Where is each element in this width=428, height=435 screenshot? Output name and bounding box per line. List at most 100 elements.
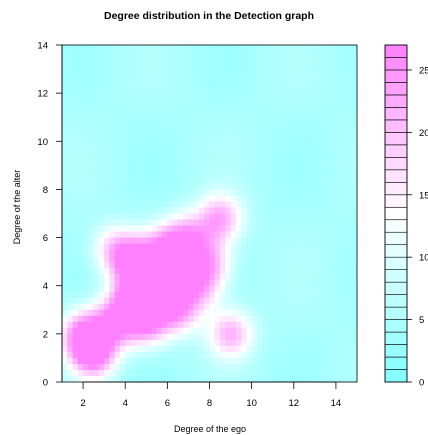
heatmap-cell [151,369,158,377]
heatmap-cell [277,237,284,244]
heatmap-cell [325,273,332,281]
heatmap-cell [246,45,253,52]
heatmap-cell [156,213,163,220]
heatmap-cell [230,279,237,287]
heatmap-cell [341,255,347,263]
heatmap-cell [277,357,284,365]
heatmap-cell [114,57,121,64]
heatmap-cell [88,315,95,323]
heatmap-cell [125,339,131,347]
heatmap-cell [151,225,158,232]
heatmap-cell [335,99,342,106]
heatmap-cell [146,171,152,178]
heatmap-cell [246,207,253,214]
heatmap-cell [220,69,226,76]
heatmap-cell [204,45,210,52]
heatmap-cell [235,57,242,64]
heatmap-cell [230,45,237,52]
heatmap-cell [109,339,116,347]
heatmap-cell [167,69,174,76]
heatmap-cell [351,267,358,275]
heatmap-cell [267,195,274,202]
heatmap-cell [209,207,216,214]
heatmap-cell [188,219,195,226]
heatmap-cell [135,213,142,220]
heatmap-cell [262,321,268,329]
heatmap-cell [114,261,121,269]
heatmap-cell [83,129,89,136]
heatmap-cell [267,129,274,136]
heatmap-cell [330,159,337,166]
heatmap-cell [262,207,268,214]
heatmap-cell [314,153,321,160]
heatmap-cell [230,189,237,196]
heatmap-cell [314,303,321,311]
heatmap-cell [125,255,131,263]
heatmap-cell [177,237,184,244]
heatmap-cell [230,69,237,76]
heatmap-cell [214,159,221,166]
heatmap-cell [214,189,221,196]
heatmap-cell [246,243,253,251]
heatmap-cell [198,147,205,154]
heatmap-cell [204,99,210,106]
heatmap-cell [293,231,300,238]
heatmap-cell [309,291,316,299]
heatmap-cell [288,153,295,160]
heatmap-cell [172,69,179,76]
heatmap-cell [141,273,147,281]
heatmap-cell [346,195,353,202]
heatmap-cell [272,249,279,257]
heatmap-cell [251,219,258,226]
heatmap-cell [67,153,73,160]
heatmap-cell [83,267,89,275]
heatmap-cell [204,195,210,202]
heatmap-cell [114,225,121,232]
heatmap-cell [214,237,221,244]
heatmap-cell [246,159,253,166]
heatmap-cell [88,339,95,347]
heatmap-cell [88,93,95,100]
heatmap-cell [67,75,73,82]
heatmap-cell [177,225,184,232]
heatmap-cell [314,99,321,106]
heatmap-cell [225,231,231,238]
heatmap-cell [167,123,174,130]
heatmap-cell [167,297,174,305]
heatmap-cell [214,111,221,118]
heatmap-cell [72,201,79,208]
heatmap-cell [325,111,332,118]
heatmap-cell [251,279,258,287]
heatmap-cell [146,159,152,166]
heatmap-cell [151,93,158,100]
heatmap-cell [235,279,242,287]
heatmap-cell [241,225,247,232]
heatmap-cell [293,375,300,383]
heatmap-cell [220,237,226,244]
heatmap-cell [304,45,310,52]
heatmap-cell [230,75,237,82]
heatmap-cell [277,375,284,383]
heatmap-cell [114,309,121,317]
heatmap-cell [341,231,347,238]
heatmap-cell [162,327,168,335]
heatmap-cell [162,339,168,347]
heatmap-cell [351,117,358,124]
heatmap-cell [119,375,126,383]
heatmap-cell [220,63,226,70]
heatmap-cell [114,63,121,70]
heatmap-cell [330,243,337,251]
heatmap-cell [214,357,221,365]
heatmap-cell [220,219,226,226]
heatmap-cell [77,345,84,353]
heatmap-cell [235,189,242,196]
heatmap-cell [104,297,110,305]
heatmap-cell [225,261,231,269]
y-tick-label: 4 [43,281,48,292]
heatmap-cell [198,57,205,64]
heatmap-cell [341,51,347,58]
heatmap-cell [104,375,110,383]
heatmap-cell [198,333,205,341]
heatmap-cell [277,171,284,178]
heatmap-cell [230,303,237,311]
